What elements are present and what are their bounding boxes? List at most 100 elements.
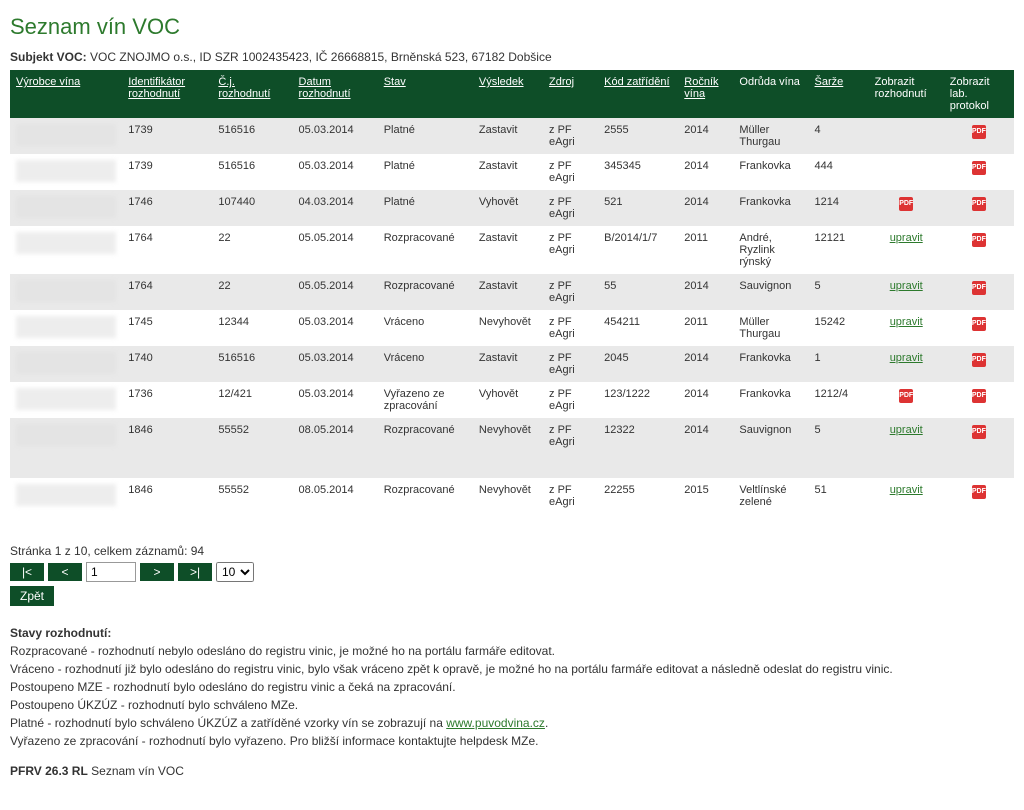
date-cell: 05.05.2014: [293, 226, 378, 274]
code-cell: 454211: [598, 310, 678, 346]
table-row: 174610744004.03.2014PlatnéVyhovětz PF eA…: [10, 190, 1014, 226]
column-header[interactable]: Ročník vína: [678, 70, 733, 118]
decision-cell: upravit: [869, 478, 944, 538]
producer-blurred: [16, 124, 116, 146]
pager-last-button[interactable]: >|: [178, 563, 212, 581]
pdf-icon[interactable]: PDF: [972, 485, 986, 499]
pdf-icon[interactable]: PDF: [972, 281, 986, 295]
cj-cell: 107440: [212, 190, 292, 226]
ident-cell: 1740: [122, 346, 212, 382]
pdf-icon[interactable]: PDF: [899, 389, 913, 403]
pager-first-button[interactable]: |<: [10, 563, 44, 581]
decision-cell: upravit: [869, 274, 944, 310]
state-line: Postoupeno MZE - rozhodnutí bylo odeslán…: [10, 680, 456, 694]
state-cell: Rozpracované: [378, 418, 473, 478]
batch-cell: 444: [809, 154, 869, 190]
state-cell: Vráceno: [378, 310, 473, 346]
result-cell: Nevyhovět: [473, 418, 543, 478]
producer-cell: [10, 190, 122, 226]
lab-cell: PDF: [944, 226, 1014, 274]
lab-cell: PDF: [944, 478, 1014, 538]
date-cell: 05.03.2014: [293, 118, 378, 154]
table-row: 18465555208.05.2014RozpracovanéNevyhovět…: [10, 418, 1014, 478]
table-row: 17451234405.03.2014VrácenoNevyhovětz PF …: [10, 310, 1014, 346]
producer-blurred: [16, 484, 116, 506]
producer-blurred: [16, 196, 116, 218]
pdf-icon[interactable]: PDF: [972, 353, 986, 367]
table-row: 173951651605.03.2014PlatnéZastavitz PF e…: [10, 154, 1014, 190]
batch-cell: 1212/4: [809, 382, 869, 418]
pdf-icon[interactable]: PDF: [972, 233, 986, 247]
pdf-icon[interactable]: PDF: [972, 317, 986, 331]
variety-cell: Frankovka: [733, 382, 808, 418]
producer-cell: [10, 478, 122, 538]
pager-page-input[interactable]: [86, 562, 136, 582]
edit-link[interactable]: upravit: [890, 352, 923, 364]
result-cell: Vyhovět: [473, 382, 543, 418]
table-body: 173951651605.03.2014PlatnéZastavitz PF e…: [10, 118, 1014, 538]
batch-cell: 1214: [809, 190, 869, 226]
column-header[interactable]: Šarže: [809, 70, 869, 118]
decision-cell: upravit: [869, 226, 944, 274]
version-code: PFRV 26.3 RL: [10, 764, 88, 778]
lab-cell: PDF: [944, 154, 1014, 190]
batch-cell: 15242: [809, 310, 869, 346]
edit-link[interactable]: upravit: [890, 316, 923, 328]
source-cell: z PF eAgri: [543, 310, 598, 346]
source-cell: z PF eAgri: [543, 382, 598, 418]
producer-cell: [10, 274, 122, 310]
pdf-icon[interactable]: PDF: [972, 197, 986, 211]
code-cell: 2555: [598, 118, 678, 154]
pager: Stránka 1 z 10, celkem záznamů: 94 |< < …: [10, 544, 1014, 606]
decision-cell: PDF: [869, 190, 944, 226]
column-header[interactable]: Kód zatřídění: [598, 70, 678, 118]
year-cell: 2015: [678, 478, 733, 538]
column-header[interactable]: Výsledek: [473, 70, 543, 118]
source-cell: z PF eAgri: [543, 190, 598, 226]
state-cell: Platné: [378, 118, 473, 154]
puvodvina-link[interactable]: www.puvodvina.cz: [446, 716, 545, 730]
version-title: Seznam vín VOC: [91, 764, 184, 778]
edit-link[interactable]: upravit: [890, 424, 923, 436]
state-cell: Rozpracované: [378, 226, 473, 274]
pdf-icon[interactable]: PDF: [972, 125, 986, 139]
subject-value: VOC ZNOJMO o.s., ID SZR 1002435423, IČ 2…: [90, 50, 552, 64]
column-header[interactable]: Identifikátor rozhodnutí: [122, 70, 212, 118]
pdf-icon[interactable]: PDF: [972, 161, 986, 175]
edit-link[interactable]: upravit: [890, 484, 923, 496]
result-cell: Zastavit: [473, 226, 543, 274]
edit-link[interactable]: upravit: [890, 280, 923, 292]
variety-cell: Sauvignon: [733, 274, 808, 310]
producer-blurred: [16, 280, 116, 302]
table-row: 17642205.05.2014RozpracovanéZastavitz PF…: [10, 226, 1014, 274]
cj-cell: 12344: [212, 310, 292, 346]
date-cell: 08.05.2014: [293, 418, 378, 478]
result-cell: Zastavit: [473, 346, 543, 382]
pager-size-select[interactable]: 10: [216, 562, 254, 582]
column-header[interactable]: Zdroj: [543, 70, 598, 118]
code-cell: 22255: [598, 478, 678, 538]
pdf-icon[interactable]: PDF: [972, 389, 986, 403]
year-cell: 2014: [678, 118, 733, 154]
code-cell: 345345: [598, 154, 678, 190]
result-cell: Zastavit: [473, 154, 543, 190]
variety-cell: André, Ryzlink rýnský: [733, 226, 808, 274]
pdf-icon[interactable]: PDF: [972, 425, 986, 439]
column-header[interactable]: Č.j. rozhodnutí: [212, 70, 292, 118]
batch-cell: 51: [809, 478, 869, 538]
variety-cell: Frankovka: [733, 346, 808, 382]
state-line-post: .: [545, 716, 548, 730]
back-button[interactable]: Zpět: [10, 586, 54, 606]
column-header[interactable]: Datum rozhodnutí: [293, 70, 378, 118]
pager-prev-button[interactable]: <: [48, 563, 82, 581]
variety-cell: Frankovka: [733, 190, 808, 226]
column-header[interactable]: Stav: [378, 70, 473, 118]
producer-blurred: [16, 352, 116, 374]
column-header[interactable]: Výrobce vína: [10, 70, 122, 118]
pager-next-button[interactable]: >: [140, 563, 174, 581]
producer-cell: [10, 154, 122, 190]
cj-cell: 12/421: [212, 382, 292, 418]
pdf-icon[interactable]: PDF: [899, 197, 913, 211]
variety-cell: Frankovka: [733, 154, 808, 190]
edit-link[interactable]: upravit: [890, 232, 923, 244]
